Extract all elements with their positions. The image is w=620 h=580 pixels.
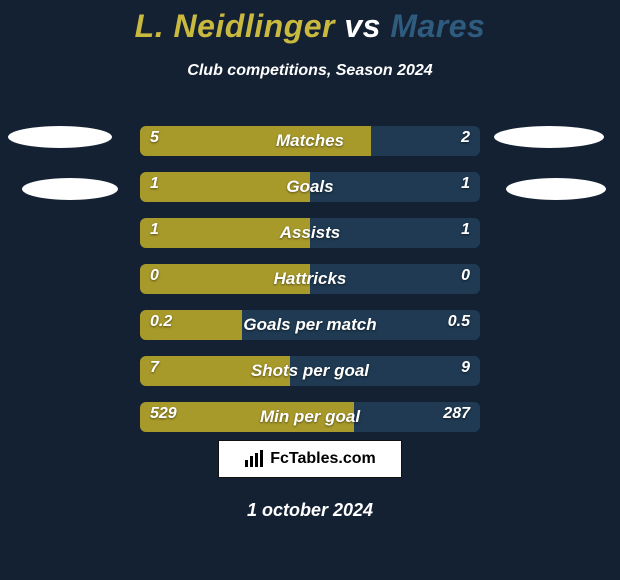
title-player2: Mares	[390, 8, 485, 44]
stat-bar: Hattricks	[140, 264, 480, 294]
stat-value-left: 1	[150, 212, 159, 242]
stat-label: Assists	[140, 218, 480, 248]
stat-value-left: 529	[150, 396, 177, 426]
stat-bar: Matches	[140, 126, 480, 156]
stat-rows: Matches52Goals11Assists11Hattricks00Goal…	[0, 120, 620, 442]
stat-row: Shots per goal7 9	[0, 350, 620, 396]
title-player1: L. Neidlinger	[135, 8, 335, 44]
page-subtitle: Club competitions, Season 2024	[0, 62, 620, 80]
stat-label: Goals	[140, 172, 480, 202]
brand-badge: FcTables.com	[218, 440, 402, 478]
comparison-infographic: L. Neidlinger vs Mares Club competitions…	[0, 0, 620, 580]
stat-row: Hattricks0 0	[0, 258, 620, 304]
stat-value-left: 0	[150, 258, 159, 288]
footer-date: 1 october 2024	[0, 500, 620, 521]
stat-label: Matches	[140, 126, 480, 156]
stat-value-right: 287	[443, 396, 470, 426]
stat-label: Min per goal	[140, 402, 480, 432]
stat-value-right: 9	[461, 350, 470, 380]
brand-chart-icon	[244, 450, 264, 468]
page-title: L. Neidlinger vs Mares	[0, 8, 620, 45]
brand-text: FcTables.com	[270, 450, 376, 468]
stat-value-right: 1	[461, 212, 470, 242]
stat-value-right: 1	[461, 166, 470, 196]
stat-bar: Goals	[140, 172, 480, 202]
stat-bar: Assists	[140, 218, 480, 248]
stat-value-right: 2	[461, 120, 470, 150]
stat-row: Assists1 1	[0, 212, 620, 258]
stat-row: Matches5 2	[0, 120, 620, 166]
stat-row: Goals per match0.2 0.5	[0, 304, 620, 350]
title-vs: vs	[344, 8, 381, 44]
stat-bar: Min per goal	[140, 402, 480, 432]
stat-bar: Shots per goal	[140, 356, 480, 386]
stat-value-left: 5	[150, 120, 159, 150]
stat-value-right: 0	[461, 258, 470, 288]
stat-row: Min per goal529 287	[0, 396, 620, 442]
stat-row: Goals1 1	[0, 166, 620, 212]
stat-label: Hattricks	[140, 264, 480, 294]
stat-value-left: 0.2	[150, 304, 172, 334]
stat-value-right: 0.5	[448, 304, 470, 334]
stat-value-left: 7	[150, 350, 159, 380]
stat-label: Shots per goal	[140, 356, 480, 386]
stat-value-left: 1	[150, 166, 159, 196]
stat-bar: Goals per match	[140, 310, 480, 340]
stat-label: Goals per match	[140, 310, 480, 340]
